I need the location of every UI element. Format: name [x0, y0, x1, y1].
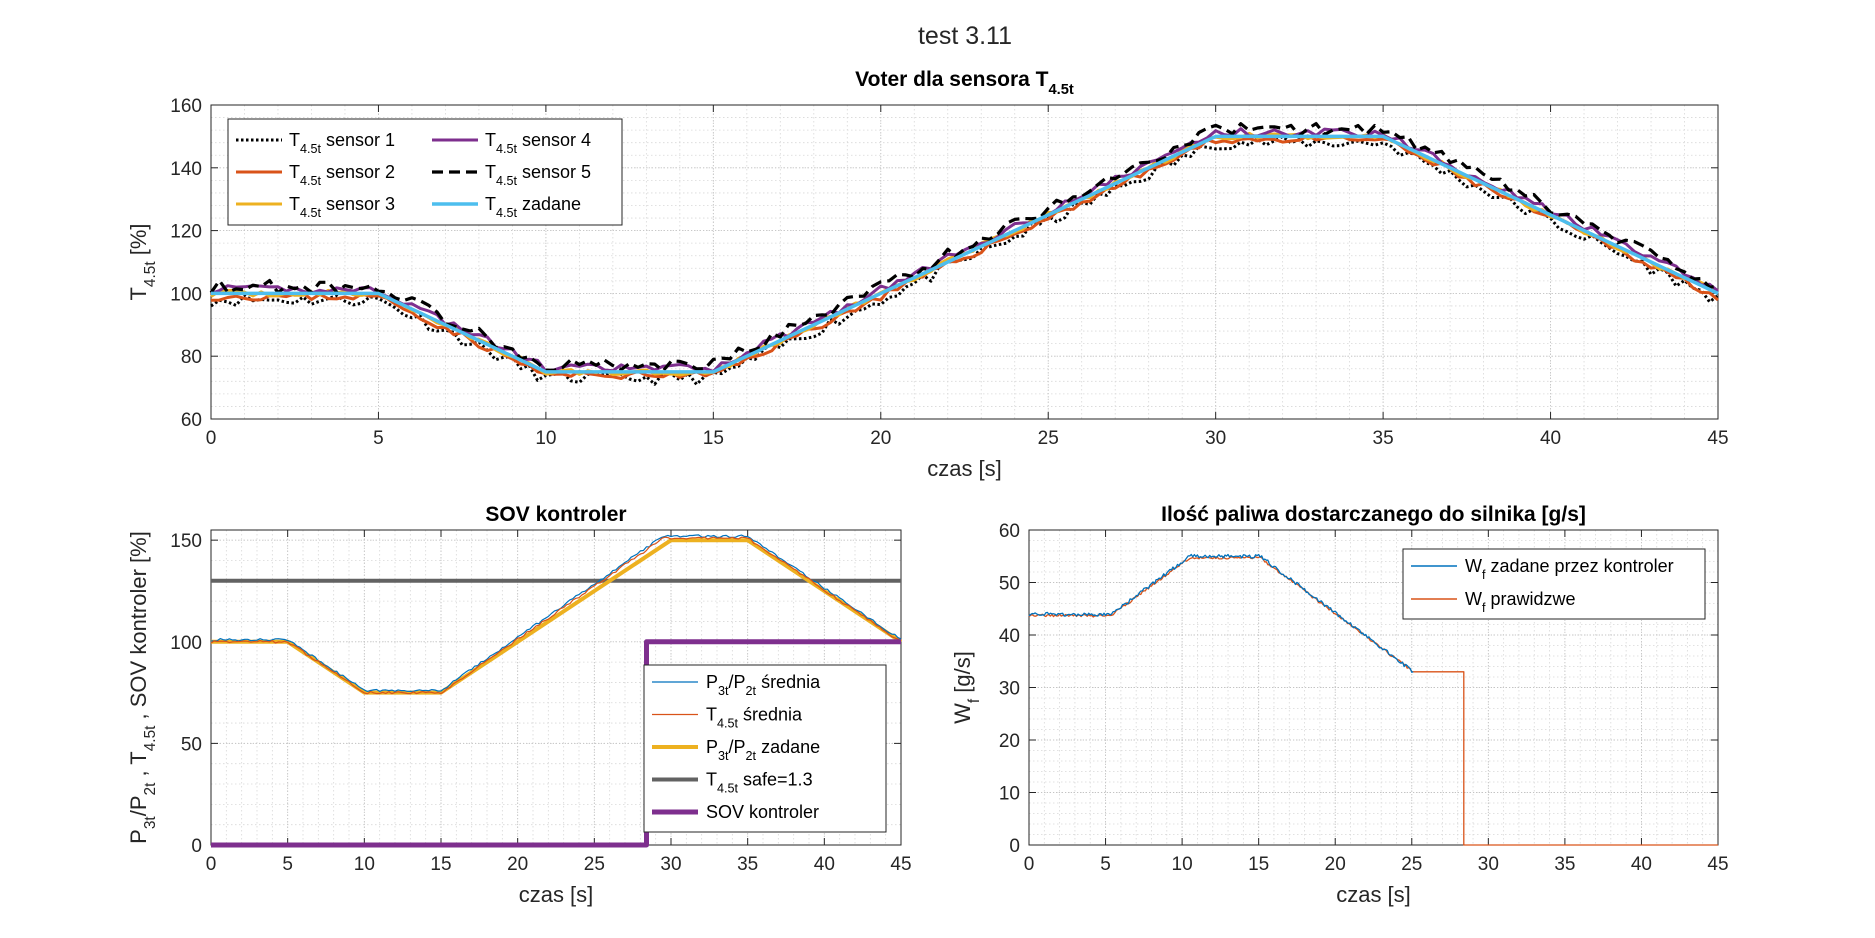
y-axis-label: Wf [g/s] — [950, 651, 983, 724]
x-tick-label: 5 — [1100, 854, 1111, 875]
series-line — [210, 536, 902, 695]
y-tick-label: 60 — [181, 410, 202, 431]
axes-frame — [210, 104, 1719, 420]
x-axis-label: czas [s] — [1336, 882, 1411, 907]
legend-label: T4.5t sensor 3 — [289, 194, 395, 220]
legend-label: SOV kontroler — [706, 802, 819, 822]
y-tick-label: 150 — [170, 531, 202, 552]
legend: T4.5t sensor 1 T4.5t sensor 2 T4.5t sensor… — [227, 118, 623, 226]
legend-label: Wf zadane przez kontroler — [1465, 556, 1674, 582]
legend-label: T4.5t zadane — [485, 194, 581, 220]
y-tick-label: 100 — [170, 284, 202, 305]
x-tick-label: 25 — [1038, 428, 1059, 449]
y-tick-label: 60 — [999, 521, 1020, 542]
legend-box — [1402, 548, 1706, 620]
y-tick-label: 80 — [181, 347, 202, 368]
panel-title: Ilość paliwa dostarczanego do silnika [g… — [1161, 503, 1586, 526]
x-tick-label: 15 — [1248, 854, 1269, 875]
x-tick-label: 25 — [584, 854, 605, 875]
y-tick-label: 40 — [999, 626, 1020, 647]
x-tick-label: 20 — [870, 428, 891, 449]
x-tick-label: 5 — [282, 854, 293, 875]
x-tick-label: 35 — [1554, 854, 1575, 875]
x-tick-label: 40 — [814, 854, 835, 875]
legend-label: T4.5t sensor 2 — [289, 162, 395, 188]
x-axis-label: czas [s] — [927, 456, 1002, 481]
y-tick-label: 20 — [999, 731, 1020, 752]
x-tick-label: 20 — [507, 854, 528, 875]
x-tick-label: 45 — [1707, 428, 1728, 449]
legend-label: T4.5t średnia — [706, 705, 803, 731]
y-tick-label: 50 — [999, 574, 1020, 595]
series-line — [1028, 553, 1414, 673]
x-tick-label: 0 — [206, 428, 217, 449]
x-tick-label: 30 — [1205, 428, 1226, 449]
x-tick-label: 35 — [1373, 428, 1394, 449]
x-tick-label: 10 — [1172, 854, 1193, 875]
legend-label: Wf prawidzwe — [1465, 589, 1576, 615]
x-tick-label: 30 — [1478, 854, 1499, 875]
y-tick-label: 100 — [170, 633, 202, 654]
panel-title: SOV kontroler — [485, 503, 626, 526]
legend-label: P3t/P2t średnia — [706, 672, 821, 698]
legend-box — [227, 118, 623, 226]
x-tick-label: 30 — [660, 854, 681, 875]
y-tick-label: 0 — [191, 836, 202, 857]
y-tick-label: 0 — [1009, 836, 1020, 857]
x-tick-label: 45 — [1707, 854, 1728, 875]
x-tick-label: 10 — [535, 428, 556, 449]
axes-voter: 0 5 10 15 20 25 30 35 40 45 60 80 100 120 140 160 czas [… — [126, 68, 1729, 481]
series-line — [209, 122, 1719, 373]
y-tick-label: 160 — [170, 96, 202, 117]
x-tick-label: 5 — [373, 428, 384, 449]
x-axis-label: czas [s] — [519, 882, 594, 907]
x-tick-label: 0 — [206, 854, 217, 875]
x-tick-label: 20 — [1325, 854, 1346, 875]
series-line — [210, 534, 902, 692]
x-tick-label: 0 — [1024, 854, 1035, 875]
y-tick-label: 30 — [999, 679, 1020, 700]
x-tick-label: 45 — [890, 854, 911, 875]
series-line — [211, 134, 1719, 374]
panel-title: Voter dla sensora T4.5t — [855, 68, 1074, 98]
x-tick-label: 35 — [737, 854, 758, 875]
legend: P3t/P2t średnia T4.5t średnia P3t/P2t zada… — [643, 664, 887, 833]
x-tick-label: 40 — [1631, 854, 1652, 875]
axes-sov: 0 5 10 15 20 25 30 35 40 45 0 50 100 150 czas [s] SOV k… — [126, 503, 912, 907]
x-tick-label: 15 — [430, 854, 451, 875]
legend-label: P3t/P2t zadane — [706, 737, 820, 763]
legend-label: T4.5t safe=1.3 — [706, 770, 813, 796]
y-tick-label: 140 — [170, 159, 202, 180]
x-tick-label: 25 — [1401, 854, 1422, 875]
figure-title: test 3.11 — [918, 22, 1012, 50]
y-tick-label: 120 — [170, 222, 202, 243]
y-axis-label: P3t/P2t , T4.5t , SOV kontroler [%] — [126, 531, 159, 844]
y-tick-label: 10 — [999, 784, 1020, 805]
legend-label: T4.5t sensor 1 — [289, 130, 395, 156]
y-tick-label: 50 — [181, 734, 202, 755]
legend-label: T4.5t sensor 5 — [485, 162, 591, 188]
axes-fuel: 0 5 10 15 20 25 30 35 40 45 0 10 20 30 40 50 60 czas [s] I… — [950, 503, 1729, 907]
legend-label: T4.5t sensor 4 — [485, 130, 591, 156]
legend: Wf zadane przez kontroler Wf prawidzwe — [1402, 548, 1706, 620]
x-tick-label: 15 — [703, 428, 724, 449]
x-tick-label: 40 — [1540, 428, 1561, 449]
y-axis-label: T4.5t [%] — [126, 223, 159, 300]
x-tick-label: 10 — [354, 854, 375, 875]
